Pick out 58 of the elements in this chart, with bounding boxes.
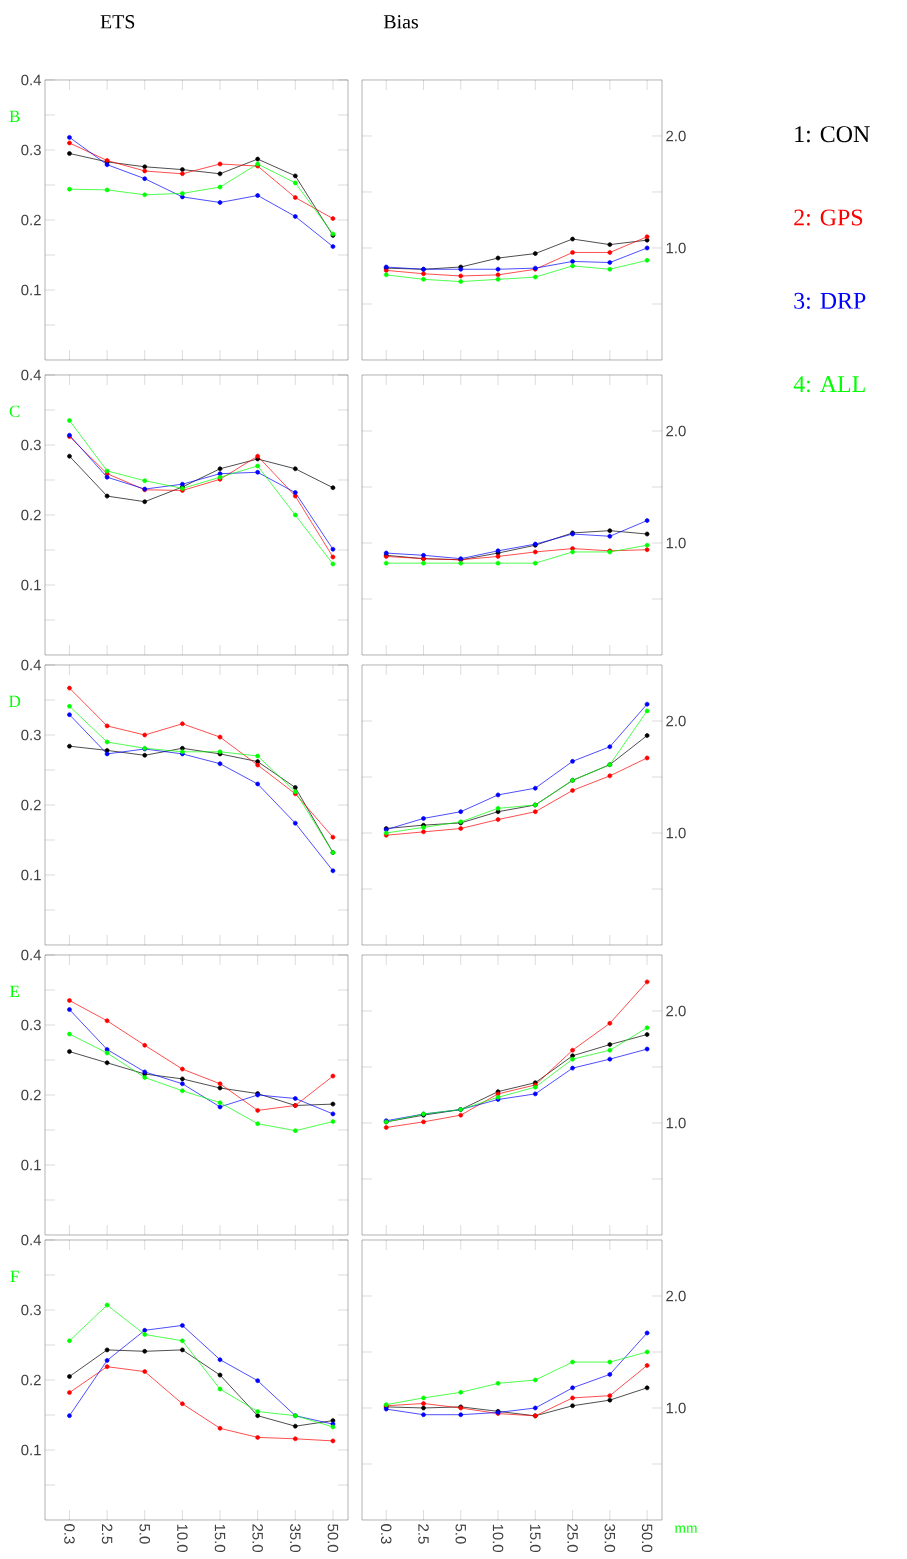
x-tick-label: 15.0 (214, 1524, 226, 1553)
x-tick-label: 10.0 (492, 1524, 504, 1553)
y-tick-label: 2.0 (666, 130, 686, 142)
y-axis-title: D (9, 695, 21, 707)
y-tick-label: 0.2 (21, 1089, 41, 1101)
y-tick-label: 2.0 (666, 715, 686, 727)
y-tick-label: 1.0 (666, 827, 686, 839)
x-tick-label: 50.0 (327, 1524, 339, 1553)
x-tick-label: 50.0 (641, 1524, 653, 1553)
chart-title: Bias (383, 15, 418, 29)
y-tick-label: 0.3 (21, 729, 41, 741)
x-tick-label: 25.0 (567, 1524, 578, 1553)
y-tick-label: 0.2 (21, 1374, 41, 1386)
y-tick-label: 2.0 (666, 425, 686, 437)
y-tick-label: 0.2 (21, 799, 41, 811)
y-tick-label: 0.1 (21, 1159, 41, 1171)
x-tick-label: 10.0 (177, 1524, 188, 1553)
text: 1: CON (795, 126, 870, 143)
x-tick-label: 2.5 (418, 1524, 429, 1544)
y-axis-title: E (10, 985, 20, 997)
y-tick-label: 1.0 (666, 242, 686, 254)
y-tick-label: 1.0 (666, 537, 686, 549)
y-tick-label: 1.0 (666, 1117, 686, 1129)
y-tick-label: 0.2 (21, 509, 41, 521)
y-axis-title: C (9, 405, 20, 418)
text: 4: ALL (793, 376, 865, 393)
y-tick-label: 0.1 (21, 1444, 41, 1456)
y-axis-title: F (10, 1270, 19, 1282)
y-tick-label: 0.3 (21, 1019, 41, 1031)
x-axis-title: mm (674, 1525, 698, 1533)
x-tick-label: 5.0 (139, 1524, 151, 1544)
x-tick-label: 35.0 (290, 1524, 301, 1553)
x-tick-label: 35.0 (604, 1524, 616, 1553)
x-tick-label: 25.0 (252, 1524, 263, 1553)
x-tick-label: 5.0 (455, 1524, 467, 1544)
y-tick-label: 0.1 (21, 579, 41, 591)
y-tick-label: 2.0 (666, 1290, 686, 1302)
x-tick-label: 2.5 (101, 1524, 113, 1544)
y-tick-label: 0.4 (21, 1234, 42, 1246)
y-tick-label: 0.3 (21, 144, 41, 156)
y-tick-label: 0.4 (21, 74, 42, 86)
chart-title: ETS (100, 15, 135, 29)
y-tick-label: 0.1 (21, 284, 41, 296)
text: 2: GPS (794, 209, 863, 226)
y-tick-label: 1.0 (666, 1402, 686, 1414)
x-tick-label: 0.3 (380, 1524, 392, 1544)
x-tick-label: 15.0 (530, 1524, 541, 1553)
y-axis-title: B (9, 110, 20, 122)
y-tick-label: 2.0 (666, 1005, 686, 1017)
x-tick-label: 0.3 (64, 1524, 75, 1544)
y-tick-label: 0.4 (21, 659, 42, 671)
y-tick-label: 0.2 (21, 214, 41, 226)
y-tick-label: 0.4 (21, 369, 42, 381)
y-tick-label: 0.3 (21, 1304, 41, 1316)
text: 3: DRP (794, 292, 866, 309)
y-tick-label: 0.3 (21, 439, 41, 451)
y-tick-label: 0.1 (21, 869, 41, 881)
y-tick-label: 0.4 (21, 949, 42, 961)
